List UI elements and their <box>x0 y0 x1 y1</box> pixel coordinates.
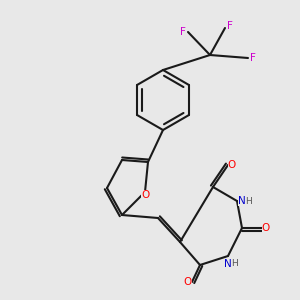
Text: F: F <box>250 53 256 63</box>
Text: N: N <box>238 196 246 206</box>
Text: O: O <box>228 160 236 170</box>
Text: F: F <box>227 21 233 31</box>
Text: H: H <box>232 260 238 268</box>
Text: O: O <box>184 277 192 287</box>
Text: F: F <box>180 27 186 37</box>
Text: O: O <box>262 223 270 233</box>
Text: N: N <box>224 259 232 269</box>
Text: H: H <box>246 196 252 206</box>
Text: O: O <box>141 190 149 200</box>
